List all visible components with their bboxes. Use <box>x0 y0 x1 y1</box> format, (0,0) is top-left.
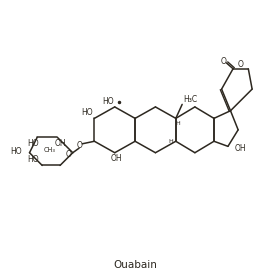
Text: OH: OH <box>235 144 247 153</box>
Text: HO: HO <box>28 155 39 164</box>
Text: H: H <box>175 122 180 127</box>
Text: O: O <box>76 141 82 150</box>
Text: HO: HO <box>28 139 39 148</box>
Text: H: H <box>168 139 173 144</box>
Text: HO: HO <box>81 108 93 117</box>
Text: HO: HO <box>102 97 113 106</box>
Text: O: O <box>238 60 244 69</box>
Text: O: O <box>220 57 226 66</box>
Text: OH: OH <box>110 154 122 163</box>
Text: OH: OH <box>55 139 66 148</box>
Text: HO: HO <box>11 147 22 156</box>
Text: H₃C: H₃C <box>184 95 198 104</box>
Text: Ouabain: Ouabain <box>113 260 157 270</box>
Text: CH₃: CH₃ <box>44 147 56 153</box>
Text: O: O <box>66 150 71 159</box>
